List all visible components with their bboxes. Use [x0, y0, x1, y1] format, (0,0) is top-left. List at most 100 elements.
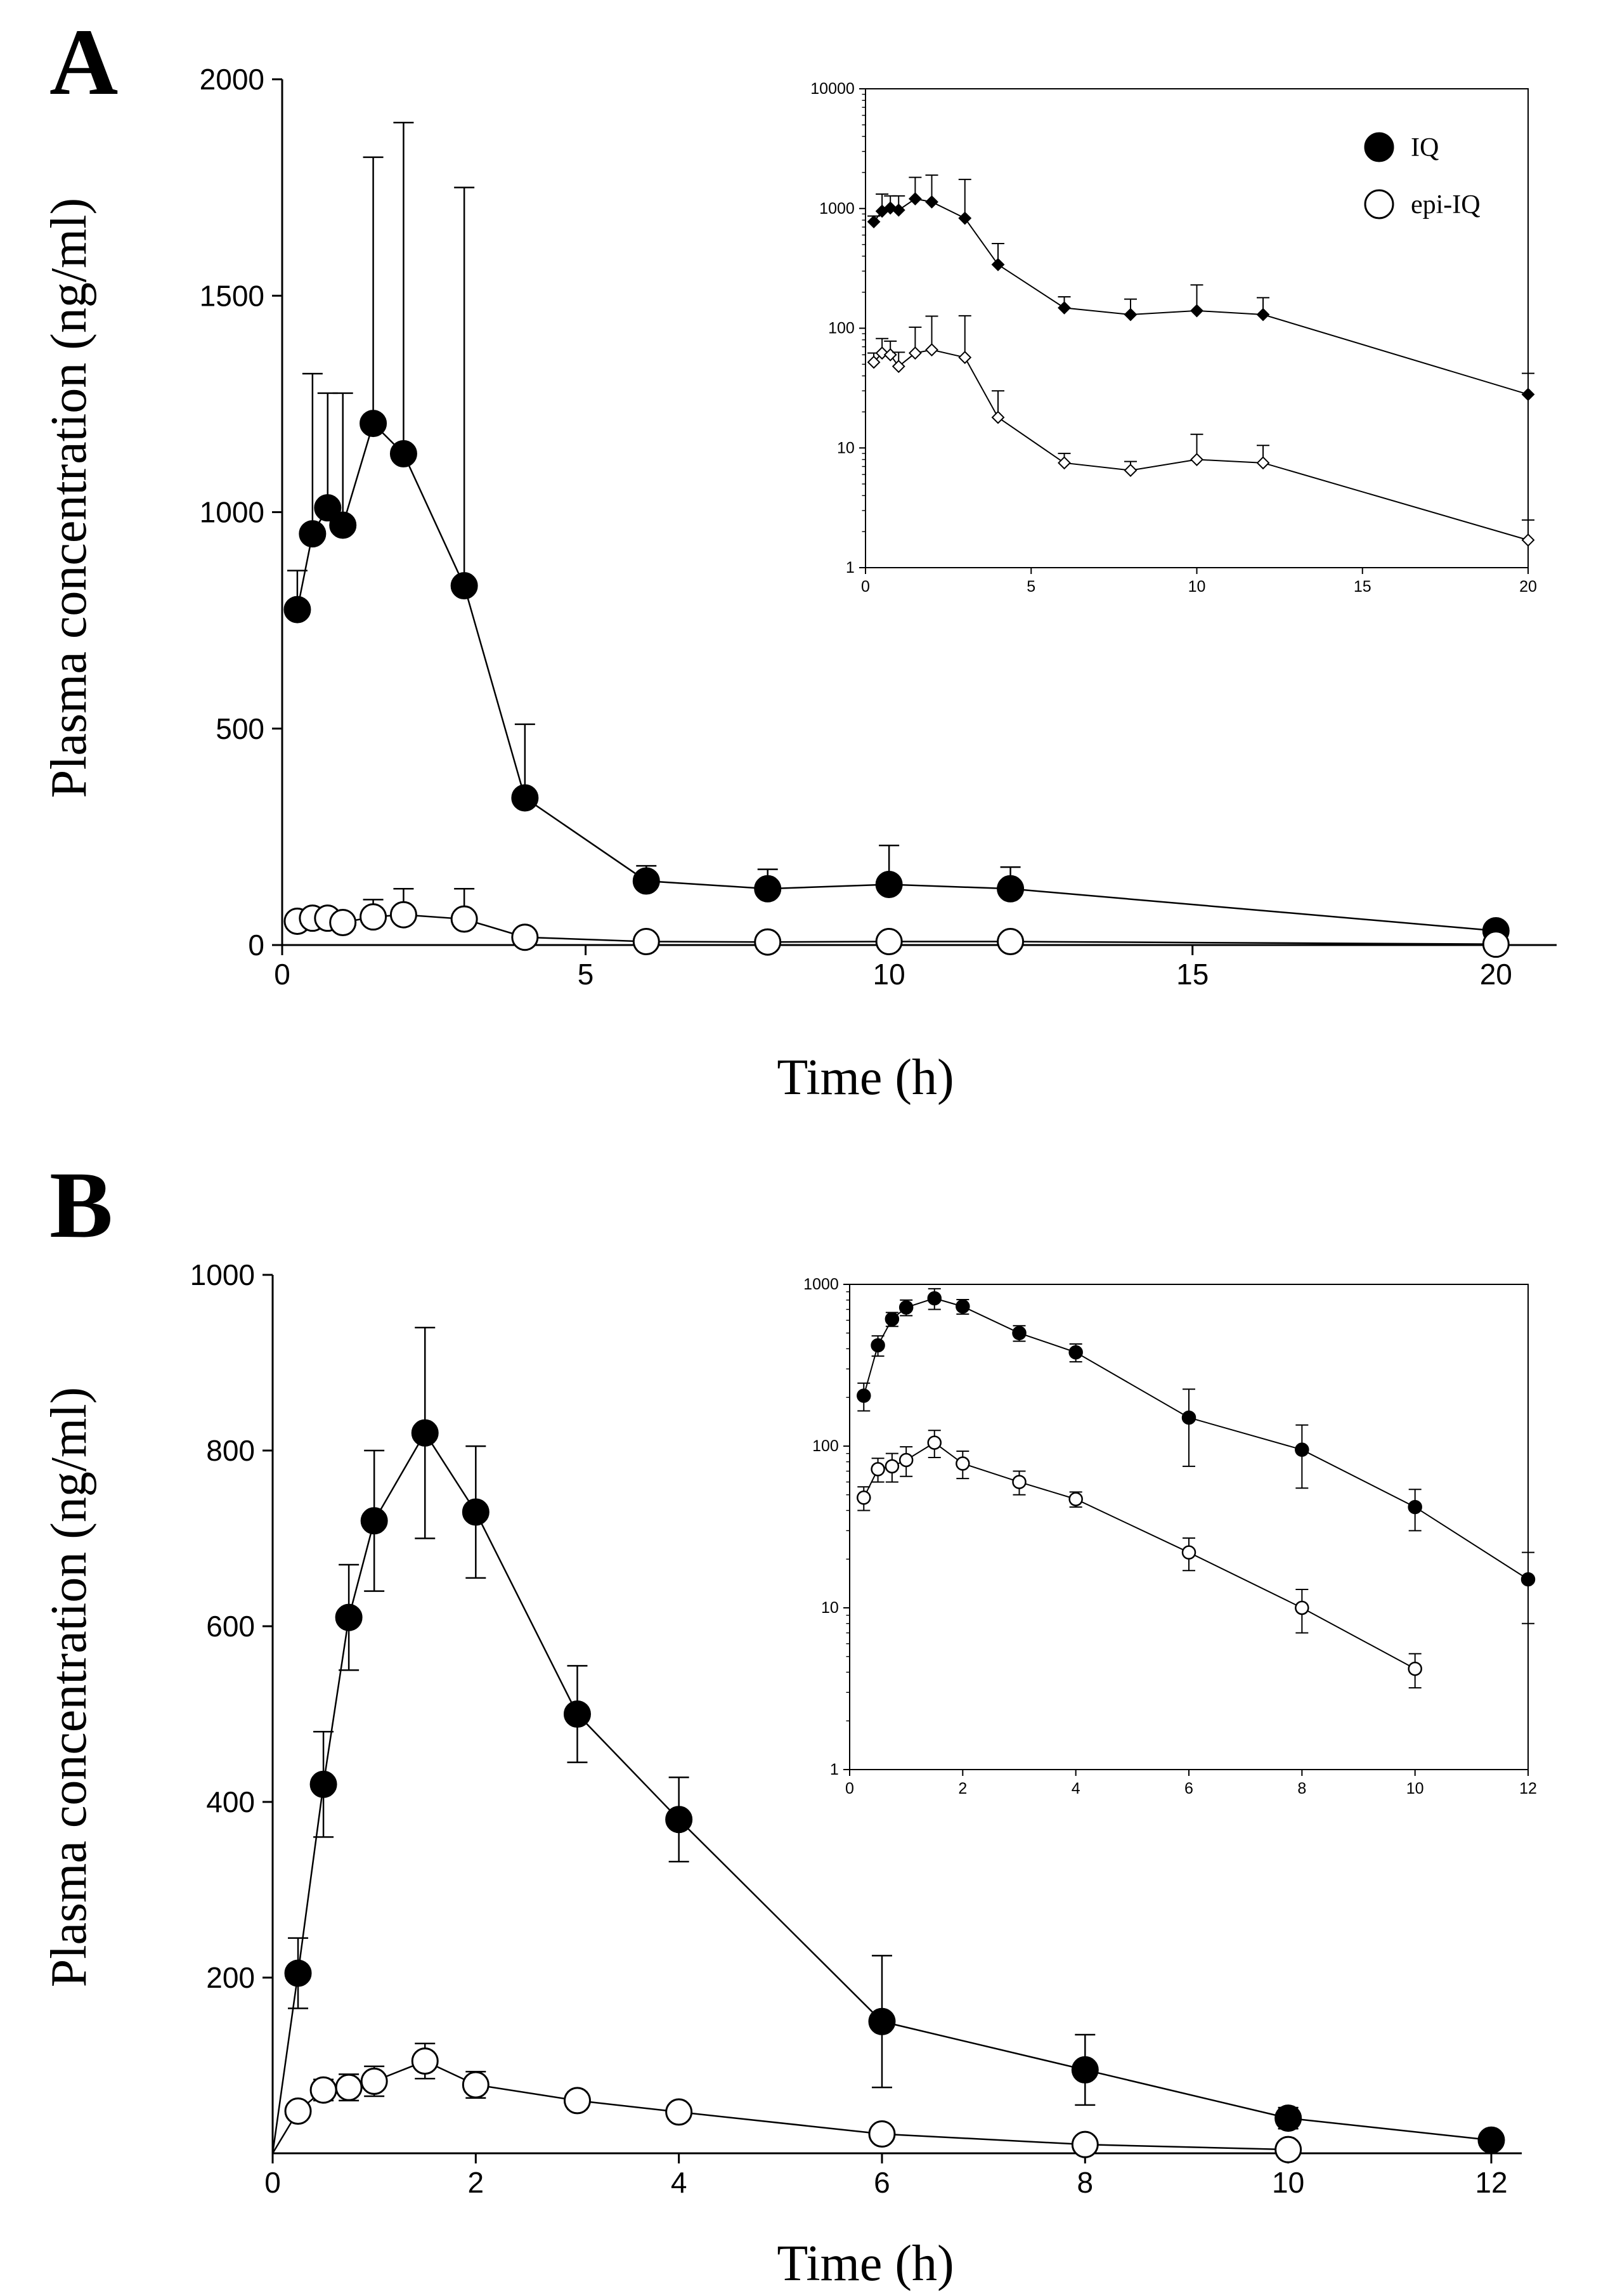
data-point-epi-iq	[754, 928, 782, 956]
series-line-iq	[873, 198, 1529, 395]
y-tick-label: 1500	[200, 279, 264, 312]
panel-a-label: A	[49, 10, 118, 115]
series-line-iq	[296, 422, 1496, 932]
panel-b-inset-chart: 0 2 4 6 8 10 12 1 10 100 1000	[803, 1275, 1537, 1797]
data-point-epi-iq	[1124, 464, 1138, 477]
legend-marker-iq	[1364, 132, 1394, 162]
error-bar-iq	[1183, 1388, 1195, 1467]
error-bar-epi-iq	[958, 315, 971, 358]
data-point-iq	[1521, 388, 1535, 401]
data-point-iq	[1012, 1326, 1027, 1341]
data-point-iq	[997, 875, 1025, 903]
error-bar-iq	[393, 122, 414, 454]
data-point-iq	[892, 203, 905, 217]
data-point-epi-iq	[1274, 2136, 1302, 2163]
data-point-iq	[360, 1507, 388, 1535]
data-point-epi-iq	[927, 1435, 942, 1450]
error-bar-iq	[332, 392, 353, 525]
data-point-iq	[1477, 2126, 1505, 2154]
data-point-epi-iq	[857, 1490, 871, 1505]
data-point-epi-iq	[875, 928, 903, 956]
data-point-iq	[309, 1770, 337, 1798]
data-point-iq	[1408, 1499, 1422, 1515]
y-tick-label: 1000	[200, 496, 264, 529]
data-point-epi-iq	[1408, 1661, 1422, 1676]
axes: 0 5 10 15 20 1 10 100 1000 10000	[810, 80, 1537, 596]
x-tick-label: 0	[274, 958, 290, 991]
data-point-epi-iq	[868, 2120, 896, 2148]
data-point-iq	[868, 2007, 896, 2035]
legend-label-iq: IQ	[1411, 133, 1439, 162]
y-tick-label: 100	[828, 320, 855, 337]
series-epi-iq	[283, 888, 1510, 958]
data-point-epi-iq	[997, 928, 1025, 956]
series-epi-iq	[867, 315, 1535, 547]
series-iq	[271, 1326, 1505, 2154]
y-tick-label: 100	[812, 1437, 839, 1455]
error-bar-iq	[363, 156, 384, 424]
panel-a-y-axis-title: Plasma concentration (ng/ml)	[41, 198, 97, 798]
data-point-iq	[927, 1291, 942, 1306]
data-point-epi-iq	[563, 2087, 591, 2115]
legend-marker-epi-iq	[1364, 189, 1394, 219]
data-point-iq	[284, 1959, 312, 1987]
data-point-epi-iq	[898, 1452, 914, 1468]
data-point-epi-iq	[1295, 1600, 1309, 1615]
data-point-iq	[283, 596, 311, 623]
data-point-iq	[867, 215, 881, 229]
x-tick-label: 4	[1072, 1780, 1080, 1797]
data-point-epi-iq	[925, 343, 938, 356]
error-bar-iq	[454, 186, 475, 586]
panel-b-label: B	[49, 1152, 113, 1258]
data-point-epi-iq	[284, 2097, 312, 2125]
x-tick-label: 12	[1519, 1780, 1537, 1797]
data-point-epi-iq	[360, 2067, 388, 2095]
panel-b-y-axis-title: Plasma concentration (ng/ml)	[41, 1387, 97, 1987]
y-tick-label: 1000	[190, 1258, 255, 1291]
y-tick-label: 400	[206, 1785, 255, 1818]
data-point-iq	[450, 572, 478, 600]
x-tick-label: 5	[1027, 578, 1035, 596]
error-bar-iq	[1522, 1551, 1534, 1624]
legend: IQ epi-IQ	[1364, 132, 1481, 219]
y-tick-label: 10000	[810, 80, 855, 98]
data-point-epi-iq	[450, 905, 478, 933]
data-point-iq	[1520, 1572, 1536, 1587]
data-point-iq	[958, 211, 972, 225]
data-point-epi-iq	[329, 909, 357, 937]
plot-frame	[849, 1284, 1529, 1770]
x-tick-label: 2	[958, 1780, 967, 1797]
x-tick-label: 15	[1176, 958, 1209, 991]
data-point-epi-iq	[1181, 1545, 1196, 1560]
data-point-iq	[411, 1419, 439, 1447]
x-tick-label: 10	[873, 958, 905, 991]
data-point-epi-iq	[389, 901, 417, 929]
data-point-epi-iq	[335, 2073, 363, 2101]
y-tick-label: 0	[248, 929, 264, 962]
data-point-epi-iq	[1071, 2130, 1099, 2158]
y-tick-label: 800	[206, 1434, 255, 1467]
series-line-iq	[863, 1297, 1529, 1580]
data-point-iq	[898, 1300, 914, 1315]
x-tick-label: 2	[468, 2166, 484, 2199]
data-point-iq	[1058, 301, 1071, 315]
data-point-epi-iq	[892, 360, 905, 374]
data-point-iq	[1274, 2104, 1302, 2132]
y-tick-label: 10	[837, 439, 855, 457]
series-epi-iq	[271, 2042, 1302, 2163]
x-tick-label: 12	[1475, 2166, 1507, 2199]
data-point-iq	[991, 258, 1005, 271]
y-tick-label: 600	[206, 1610, 255, 1643]
data-point-iq	[1181, 1410, 1196, 1425]
data-point-epi-iq	[411, 2047, 439, 2075]
data-point-epi-iq	[1521, 533, 1535, 547]
data-point-epi-iq	[309, 2076, 337, 2104]
y-tick-label: 1000	[803, 1275, 839, 1293]
data-point-iq	[1295, 1442, 1309, 1457]
x-tick-label: 0	[861, 578, 870, 596]
series-line-epi-iq	[873, 349, 1529, 541]
data-point-iq	[875, 870, 903, 898]
